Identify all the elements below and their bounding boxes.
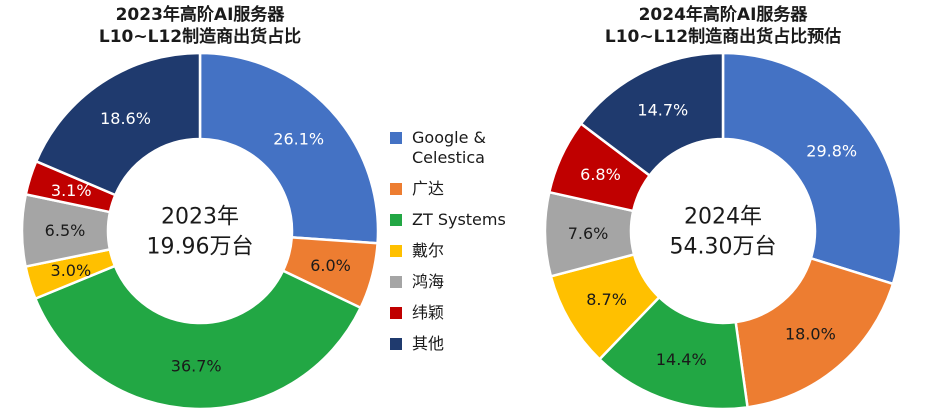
donut-chart-2023: 26.1% 6.0% 36.7% 3.0% 6.5% 3.1% 18.6% 2023年 19.9… bbox=[20, 51, 380, 411]
donut-chart-2024: 29.8% 18.0% 14.4% 8.7% 7.6% 6.8% 14.7% 2024年 54.… bbox=[543, 51, 903, 411]
donut-slice-其他 bbox=[579, 51, 725, 178]
chart-title-2024: 2024年高阶AI服务器 L10~L12制造商出货占比预估 bbox=[543, 4, 903, 48]
legend-swatch bbox=[390, 132, 402, 144]
slice-label-纬颖: 6.8% bbox=[580, 165, 621, 184]
legend-label: 戴尔 bbox=[412, 241, 445, 260]
legend-label: 鸿海 bbox=[412, 272, 445, 291]
center-total-label: 19.96万台 bbox=[147, 235, 254, 260]
chart-title-line: L10~L12制造商出货占比 bbox=[98, 27, 302, 47]
legend-label: 纬颖 bbox=[412, 303, 445, 322]
slice-label-戴尔: 8.7% bbox=[586, 290, 627, 309]
donut-slice-zt-systems bbox=[33, 264, 363, 411]
slice-label-zt-systems: 36.7% bbox=[171, 356, 222, 375]
chart-title-line: 2024年高阶AI服务器 bbox=[638, 5, 808, 25]
chart-title-2023: 2023年高阶AI服务器 L10~L12制造商出货占比 bbox=[20, 4, 380, 48]
legend-swatch bbox=[390, 183, 402, 195]
donut-slice-广达 bbox=[734, 256, 895, 409]
legend-label: 广达 bbox=[412, 179, 445, 198]
center-year-label: 2023年 bbox=[161, 205, 239, 230]
legend-swatch bbox=[390, 338, 402, 350]
slice-label-戴尔: 3.0% bbox=[51, 261, 92, 280]
legend-item-wistron: 纬颖 bbox=[390, 303, 540, 323]
donut-slice-其他 bbox=[34, 51, 202, 197]
legend-item-guangda: 广达 bbox=[390, 179, 540, 199]
slice-label-其他: 14.7% bbox=[637, 101, 688, 120]
legend-label: Google & Celestica bbox=[412, 128, 486, 167]
slice-label-广达: 6.0% bbox=[310, 256, 351, 275]
chart-legend: Google & Celestica 广达 ZT Systems 戴尔 鸿海 纬… bbox=[390, 128, 540, 365]
donut-slice-google-and-celestica bbox=[198, 51, 380, 245]
slice-label-google-and-celestica: 26.1% bbox=[273, 129, 324, 148]
legend-item-dell: 戴尔 bbox=[390, 241, 540, 261]
center-total-label: 54.30万台 bbox=[670, 235, 777, 260]
donut-slice-google-and-celestica bbox=[721, 51, 903, 286]
slice-label-鸿海: 7.6% bbox=[568, 224, 609, 243]
chart-title-line: 2023年高阶AI服务器 bbox=[115, 5, 285, 25]
slice-label-鸿海: 6.5% bbox=[45, 221, 86, 240]
legend-swatch bbox=[390, 245, 402, 257]
legend-item-zt-systems: ZT Systems bbox=[390, 210, 540, 230]
legend-swatch bbox=[390, 276, 402, 288]
legend-item-honhai: 鸿海 bbox=[390, 272, 540, 292]
legend-label: 其他 bbox=[412, 334, 445, 353]
legend-swatch bbox=[390, 214, 402, 226]
center-year-label: 2024年 bbox=[684, 205, 762, 230]
slice-label-广达: 18.0% bbox=[785, 324, 836, 343]
slice-label-纬颖: 3.1% bbox=[51, 181, 92, 200]
slice-label-zt-systems: 14.4% bbox=[656, 350, 707, 369]
legend-item-others: 其他 bbox=[390, 334, 540, 354]
chart-title-line: L10~L12制造商出货占比预估 bbox=[604, 27, 842, 47]
slice-label-其他: 18.6% bbox=[100, 109, 151, 128]
legend-item-google-celestica: Google & Celestica bbox=[390, 128, 540, 168]
legend-label: ZT Systems bbox=[412, 210, 506, 229]
legend-swatch bbox=[390, 307, 402, 319]
slice-label-google-and-celestica: 29.8% bbox=[806, 141, 857, 160]
